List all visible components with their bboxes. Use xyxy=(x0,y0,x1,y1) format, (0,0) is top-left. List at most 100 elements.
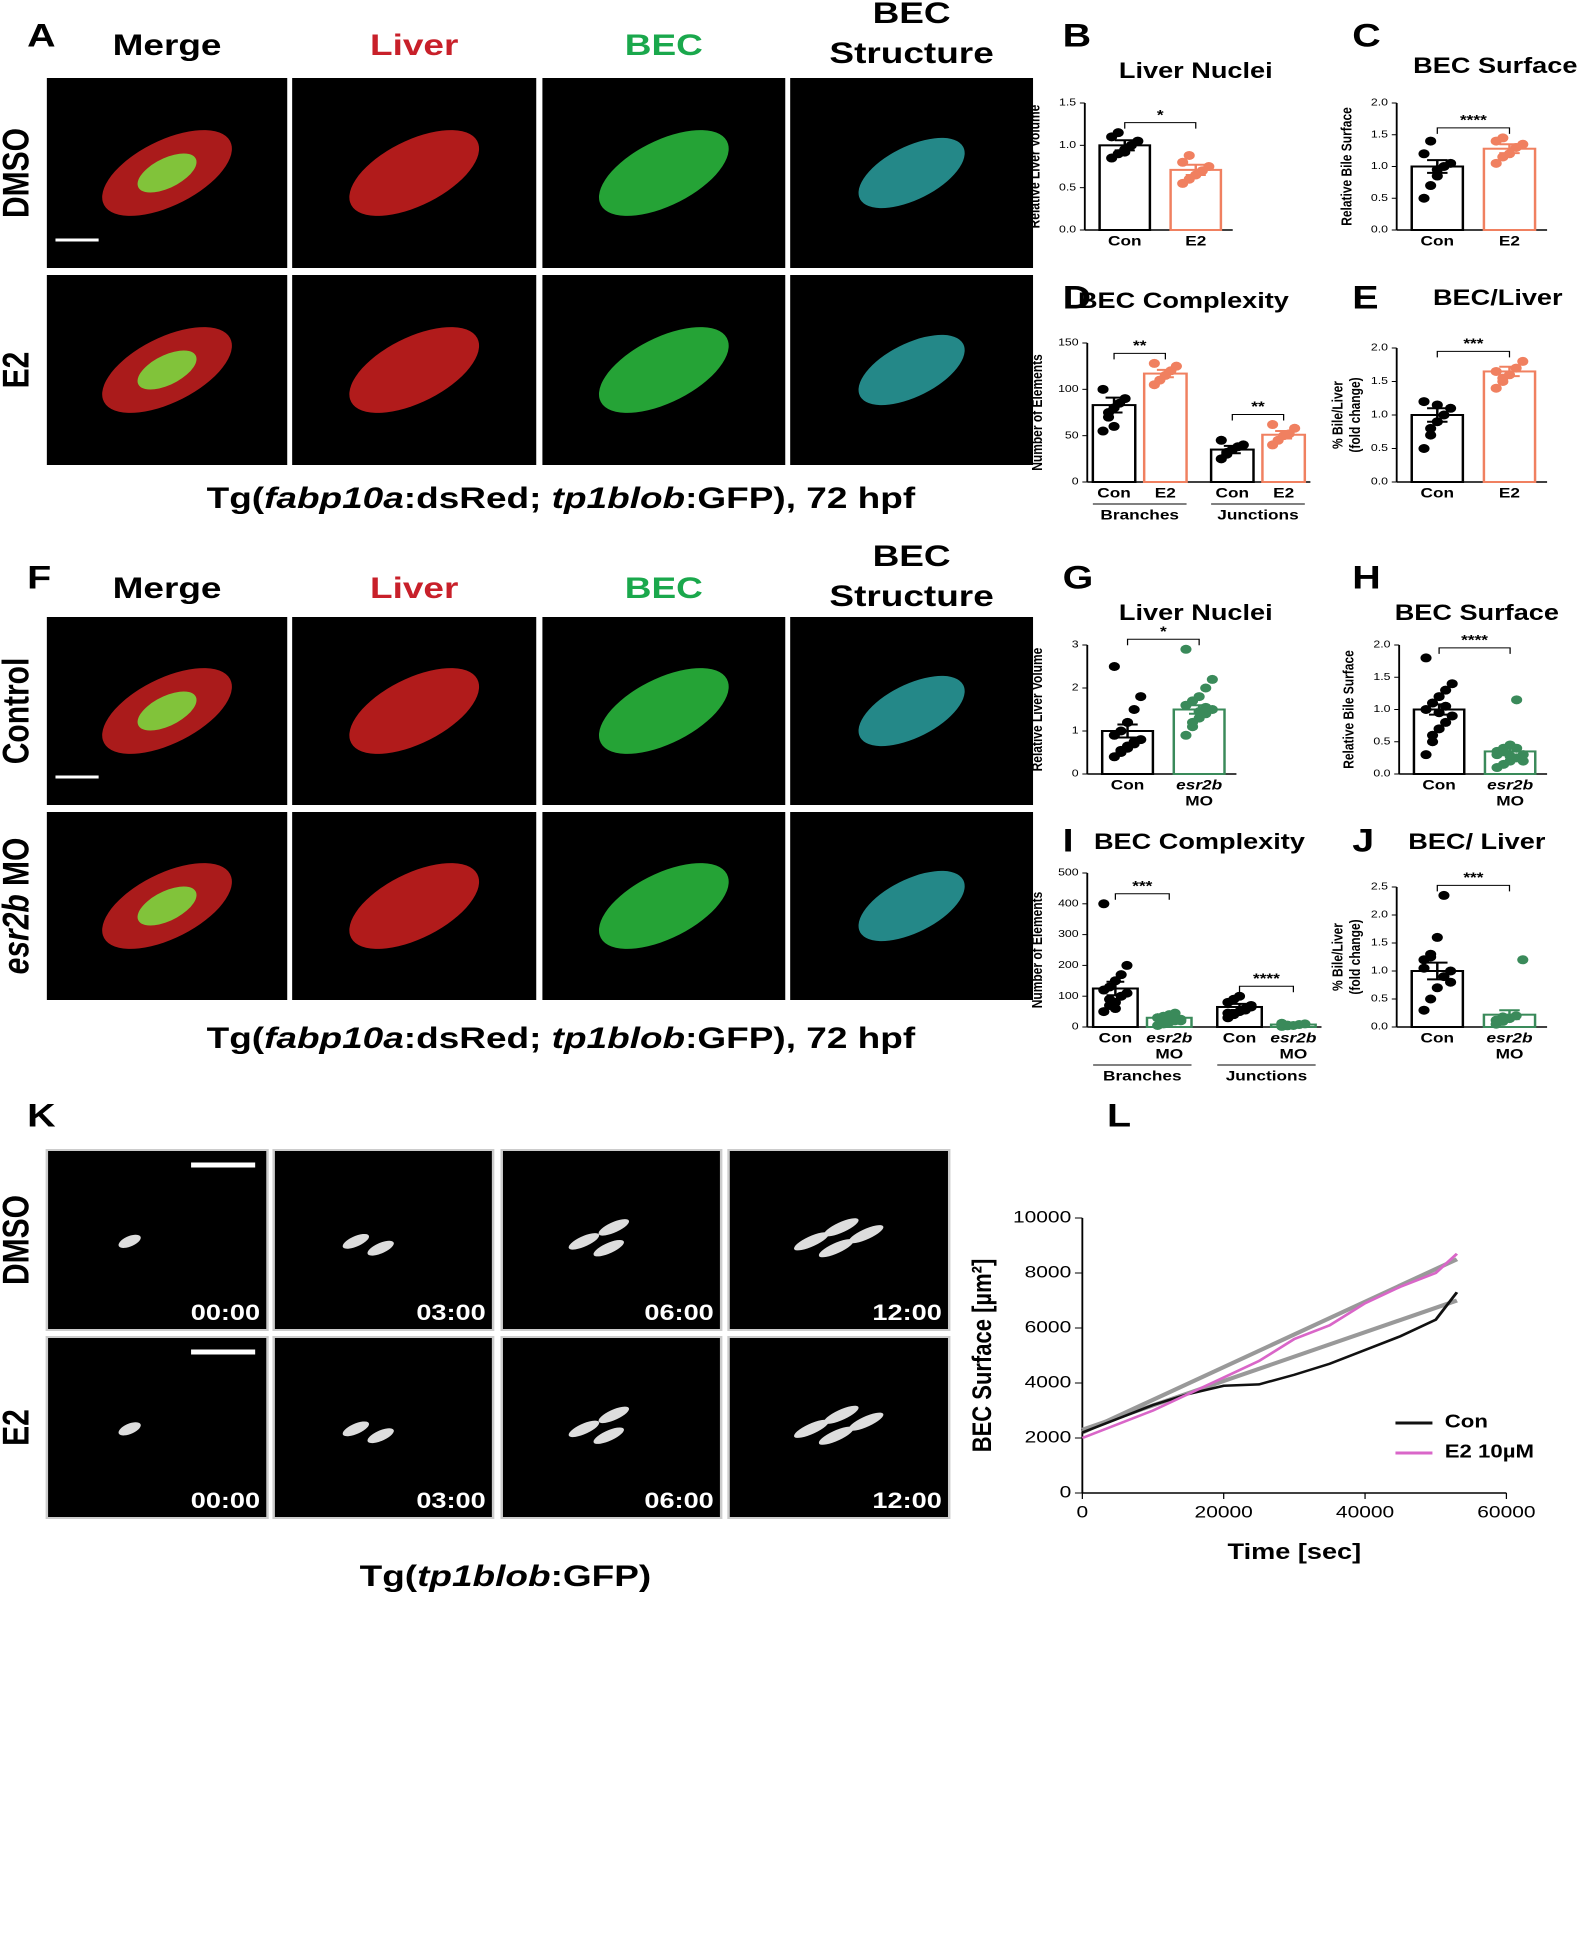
y-tick-label: 10000 xyxy=(1013,1208,1071,1227)
y-tick-label: 2.0 xyxy=(1371,910,1388,921)
data-point xyxy=(1490,366,1502,376)
x-tick-label: Con xyxy=(1422,778,1456,793)
x-tick-sublabel: MO xyxy=(1279,1047,1307,1062)
caption-part: :GFP) xyxy=(551,1560,652,1593)
data-point xyxy=(1438,890,1450,900)
timestamp: 06:00 xyxy=(644,1489,713,1513)
image-content xyxy=(858,334,965,406)
y-tick-label: 4000 xyxy=(1025,1373,1072,1392)
y-tick-label: 1.0 xyxy=(1371,966,1388,977)
bar xyxy=(1142,372,1188,483)
bar xyxy=(1169,168,1223,232)
data-point xyxy=(1497,133,1509,143)
y-tick-label: 200 xyxy=(1058,960,1079,971)
image-content xyxy=(118,1422,141,1436)
image-content xyxy=(848,1225,884,1244)
significance-bracket xyxy=(1113,352,1166,360)
significance-bracket xyxy=(1436,127,1511,134)
data-point xyxy=(1215,435,1227,445)
y-tick-label: 2.0 xyxy=(1371,343,1388,354)
significance-label: **** xyxy=(1460,113,1488,128)
y-axis-label: Relative Liver Volume xyxy=(1029,647,1045,771)
y-tick-label: 0.0 xyxy=(1371,477,1388,488)
data-point xyxy=(1418,193,1430,203)
significance-bracket xyxy=(1114,893,1170,900)
row-label: DMSO xyxy=(0,1195,37,1285)
y-tick-label: 6000 xyxy=(1025,1318,1072,1337)
image-content xyxy=(367,1240,394,1256)
x-tick-label: Con xyxy=(1223,1031,1257,1046)
significance-bracket xyxy=(1124,122,1197,129)
x-tick-label: Con xyxy=(1097,486,1131,501)
data-point xyxy=(1418,963,1430,973)
data-point xyxy=(1490,383,1502,393)
panel-letter: C xyxy=(1352,17,1380,54)
caption-part: :dsRed; xyxy=(404,482,552,515)
row-label-part: E2 xyxy=(0,1409,37,1446)
y-axis-label: Number of Elements xyxy=(1029,354,1045,471)
significance-bracket xyxy=(1436,350,1511,358)
data-point xyxy=(1418,149,1430,159)
series-line xyxy=(1081,1252,1459,1440)
caption: Tg(fabp10a:dsRed; tp1blob:GFP), 72 hpf xyxy=(207,482,916,515)
y-tick-label: 0.0 xyxy=(1059,225,1076,236)
data-point xyxy=(1119,394,1131,404)
timestamp: 03:00 xyxy=(416,1489,485,1513)
data-point xyxy=(1233,991,1246,1001)
y-tick-label: 2.5 xyxy=(1371,882,1388,893)
image-content xyxy=(823,1405,859,1424)
y-tick-label: 100 xyxy=(1058,991,1079,1002)
data-point xyxy=(1490,158,1502,168)
chart-title: BEC Surface xyxy=(1413,54,1577,78)
data-point xyxy=(1440,685,1452,695)
image-content xyxy=(342,1421,370,1437)
x-tick-label: esr2b xyxy=(1270,1031,1316,1046)
chart-title: Liver Nuclei xyxy=(1119,59,1273,83)
significance-label: **** xyxy=(1253,971,1281,986)
data-point xyxy=(1433,724,1445,734)
y-axis-label: Relative Liver Volume xyxy=(1026,104,1042,228)
image-content xyxy=(848,1412,884,1431)
group-label: Junctions xyxy=(1217,508,1299,523)
image-panel xyxy=(500,1336,723,1519)
image-content xyxy=(349,327,480,413)
row-label-part: MO xyxy=(0,838,37,895)
y-axis-label: % Bile/Liver xyxy=(1329,380,1345,449)
image-content xyxy=(858,870,965,942)
data-point xyxy=(1445,158,1457,168)
image-content xyxy=(568,1420,600,1438)
image-content xyxy=(858,137,965,209)
y-tick-label: 100 xyxy=(1058,384,1079,395)
image-content xyxy=(349,863,480,949)
panel-letter: J xyxy=(1352,822,1374,859)
y-tick-label: 0 xyxy=(1072,477,1079,488)
row-label: esr2b MO xyxy=(0,838,37,975)
y-tick-label: 300 xyxy=(1058,929,1079,940)
data-point xyxy=(1446,679,1458,689)
group-label: Branches xyxy=(1100,508,1179,523)
data-point xyxy=(1193,692,1205,702)
caption-part: Tg( xyxy=(207,482,265,515)
image-content xyxy=(137,153,197,193)
y-tick-label: 0 xyxy=(1072,1022,1079,1033)
y-axis-label: Relative Bile Surface xyxy=(1338,107,1354,226)
row-label-part: DMSO xyxy=(0,1195,37,1285)
image-content xyxy=(858,675,965,747)
panel-letter: K xyxy=(27,1097,56,1134)
data-point xyxy=(1431,932,1443,942)
data-point xyxy=(1128,737,1140,747)
panel-letter: B xyxy=(1063,17,1091,54)
x-tick-label: Con xyxy=(1421,234,1455,249)
data-point xyxy=(1418,1005,1430,1015)
image-content xyxy=(598,1406,630,1424)
data-point xyxy=(1418,444,1430,453)
data-point xyxy=(1427,730,1439,740)
significance-bracket xyxy=(1126,638,1200,646)
significance-label: *** xyxy=(1463,337,1484,352)
x-tick-sublabel: MO xyxy=(1496,1047,1524,1062)
data-point xyxy=(1418,397,1430,407)
x-tick-label: Con xyxy=(1421,1031,1455,1046)
timestamp: 00:00 xyxy=(191,1301,260,1325)
y-tick-label: 1.5 xyxy=(1059,98,1076,109)
caption-part: :dsRed; xyxy=(404,1022,552,1055)
